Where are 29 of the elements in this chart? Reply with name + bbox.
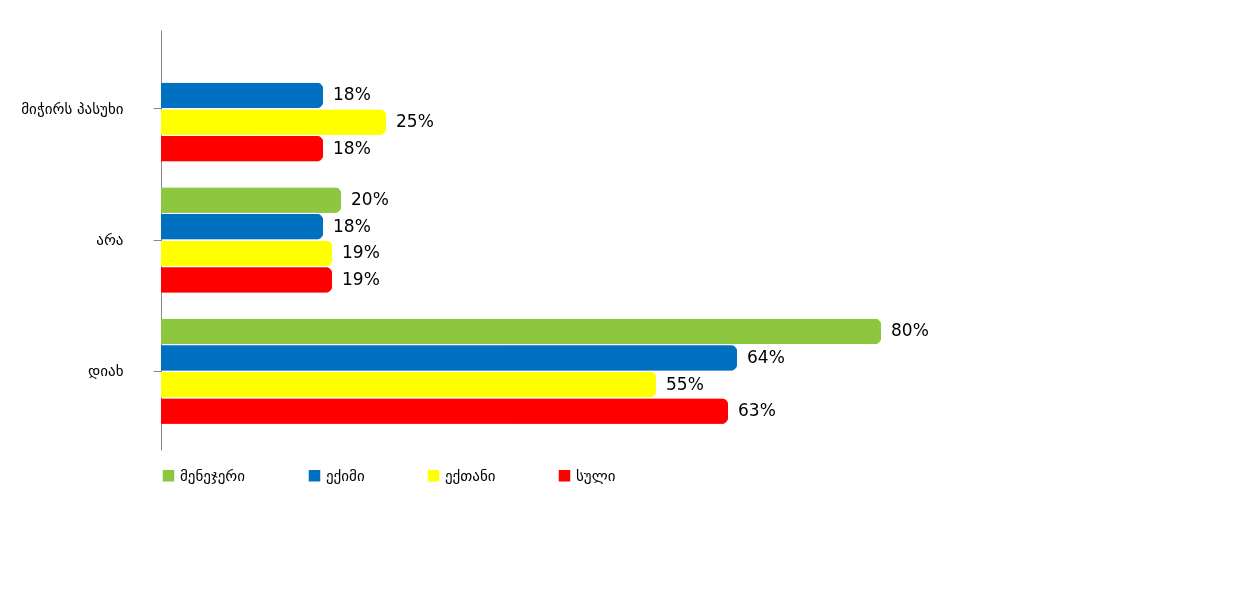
data-label: 20% — [351, 189, 389, 210]
y-tick-label: არა — [96, 231, 124, 249]
data-label: 18% — [333, 215, 371, 236]
bar — [161, 214, 323, 240]
data-label: 19% — [342, 268, 380, 289]
bar — [161, 136, 323, 162]
data-label: 19% — [342, 242, 380, 263]
data-label: 64% — [747, 346, 785, 367]
y-tick-label: დიახ — [88, 362, 124, 381]
data-label: 63% — [738, 400, 776, 421]
legend-label: სული — [576, 466, 616, 485]
data-label: 55% — [666, 373, 704, 394]
data-label: 80% — [891, 320, 929, 341]
data-label: 25% — [396, 111, 434, 132]
y-tick-label: მიჭირს პასუხი — [21, 99, 124, 118]
bar — [161, 187, 341, 213]
legend-label: ექთანი — [445, 466, 496, 485]
bar — [161, 109, 386, 135]
legend-label: მენეჯერი — [180, 466, 246, 485]
bar — [161, 267, 332, 293]
bar — [161, 398, 728, 424]
bar — [161, 82, 323, 109]
data-label: 18% — [333, 137, 371, 158]
bar — [161, 240, 332, 266]
data-label: 18% — [333, 84, 371, 105]
bar — [161, 318, 881, 344]
bar — [161, 345, 737, 371]
bar — [161, 371, 656, 398]
legend-label: ექიმი — [326, 466, 365, 485]
